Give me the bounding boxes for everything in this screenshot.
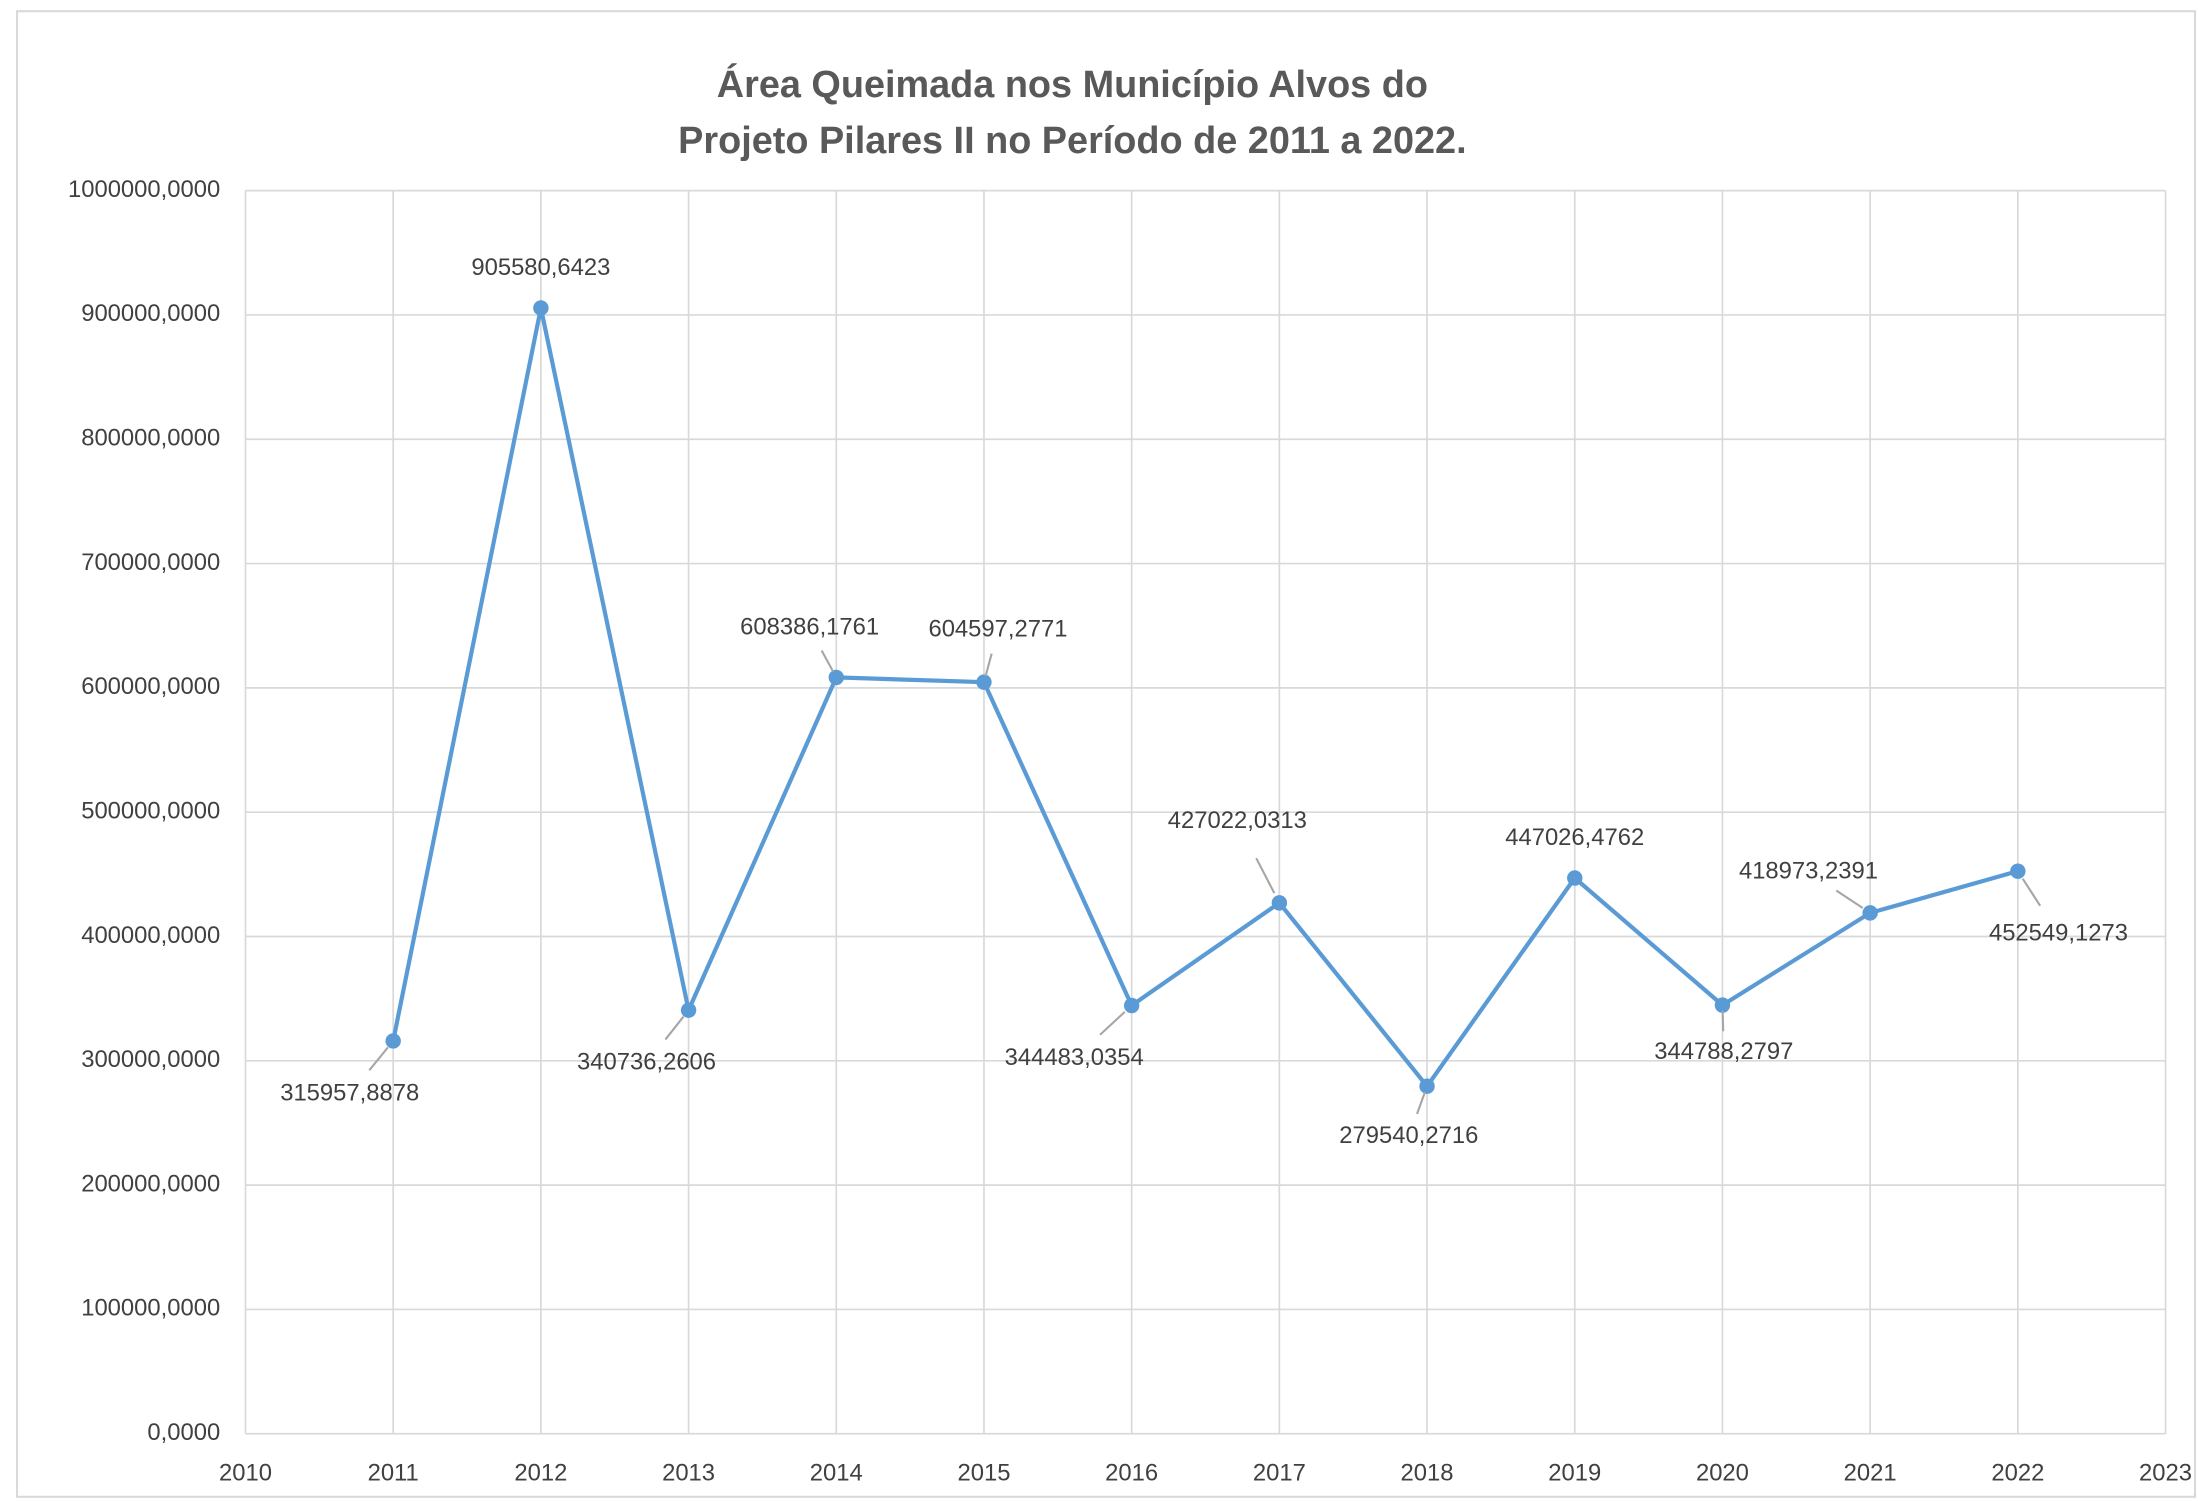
x-tick-label: 2011 <box>368 1460 419 1487</box>
point <box>533 300 549 316</box>
x-tick-label: 2022 <box>1991 1460 2044 1487</box>
x-tick-label: 2019 <box>1548 1460 1601 1487</box>
leader-line <box>1721 1010 1725 1032</box>
leader-line <box>1099 1011 1126 1036</box>
point <box>828 669 844 686</box>
point <box>1123 997 1140 1014</box>
data-label: 344483,0354 <box>1005 1044 1144 1071</box>
chart-title: Projeto Pilares II no Período de 2011 a … <box>678 120 1466 162</box>
data-label: 447026,4762 <box>1505 824 1644 851</box>
x-tick-label: 2023 <box>2139 1460 2192 1487</box>
x-tick-label: 2013 <box>662 1460 715 1487</box>
y-tick-label: 600000,0000 <box>81 673 220 700</box>
leader-line <box>368 1046 389 1071</box>
data-label: 344788,2797 <box>1654 1038 1793 1065</box>
line <box>391 307 2019 1090</box>
x-tick-label: 2014 <box>810 1460 863 1487</box>
y-tick-label: 200000,0000 <box>81 1170 220 1197</box>
x-tick-label: 2010 <box>219 1460 272 1487</box>
y-tick-label: 400000,0000 <box>81 922 220 949</box>
leader-line <box>2021 878 2042 907</box>
leader-line <box>984 653 993 677</box>
x-tick-label: 2012 <box>514 1460 567 1487</box>
data-label: 452549,1273 <box>1989 920 2128 947</box>
leader-line <box>1416 1091 1426 1115</box>
x-tick-label: 2020 <box>1696 1460 1749 1487</box>
data-label: 340736,2606 <box>577 1049 716 1076</box>
data-label: 604597,2771 <box>928 616 1067 643</box>
data-label: 418973,2391 <box>1739 858 1878 885</box>
data-label: 905580,6423 <box>471 254 610 281</box>
data-label: 427022,0313 <box>1168 807 1307 834</box>
x-tick-label: 2018 <box>1401 1460 1454 1487</box>
y-tick-label: 1000000,0000 <box>68 176 220 203</box>
x-tick-label: 2015 <box>957 1460 1010 1487</box>
y-tick-label: 300000,0000 <box>81 1046 220 1073</box>
point <box>1714 997 1731 1013</box>
x-tick-label: 2017 <box>1253 1460 1306 1487</box>
y-tick-label: 500000,0000 <box>81 797 220 824</box>
chart-title: Área Queimada nos Município Alvos do <box>717 64 1428 106</box>
y-tick-label: 900000,0000 <box>81 300 220 327</box>
point <box>385 1033 401 1049</box>
x-tick-label: 2021 <box>1844 1460 1897 1487</box>
y-tick-label: 0,0000 <box>147 1419 220 1446</box>
point <box>1567 870 1583 886</box>
y-tick-label: 800000,0000 <box>81 425 220 452</box>
data-label: 608386,1761 <box>740 614 879 641</box>
point <box>1862 905 1878 921</box>
point <box>1419 1078 1435 1094</box>
leader-line <box>820 649 835 673</box>
point <box>680 1002 697 1018</box>
data-label: 315957,8878 <box>280 1080 419 1107</box>
leader-line <box>664 1015 685 1041</box>
leader-line <box>1255 857 1276 894</box>
chart-frame <box>15 10 2197 1498</box>
y-tick-label: 700000,0000 <box>81 549 220 576</box>
point <box>2010 863 2026 879</box>
y-tick-label: 100000,0000 <box>81 1295 220 1322</box>
point <box>1271 895 1288 911</box>
x-tick-label: 2016 <box>1105 1460 1158 1487</box>
data-label: 279540,2716 <box>1339 1122 1478 1149</box>
point <box>976 674 992 690</box>
leader-line <box>1835 889 1864 909</box>
